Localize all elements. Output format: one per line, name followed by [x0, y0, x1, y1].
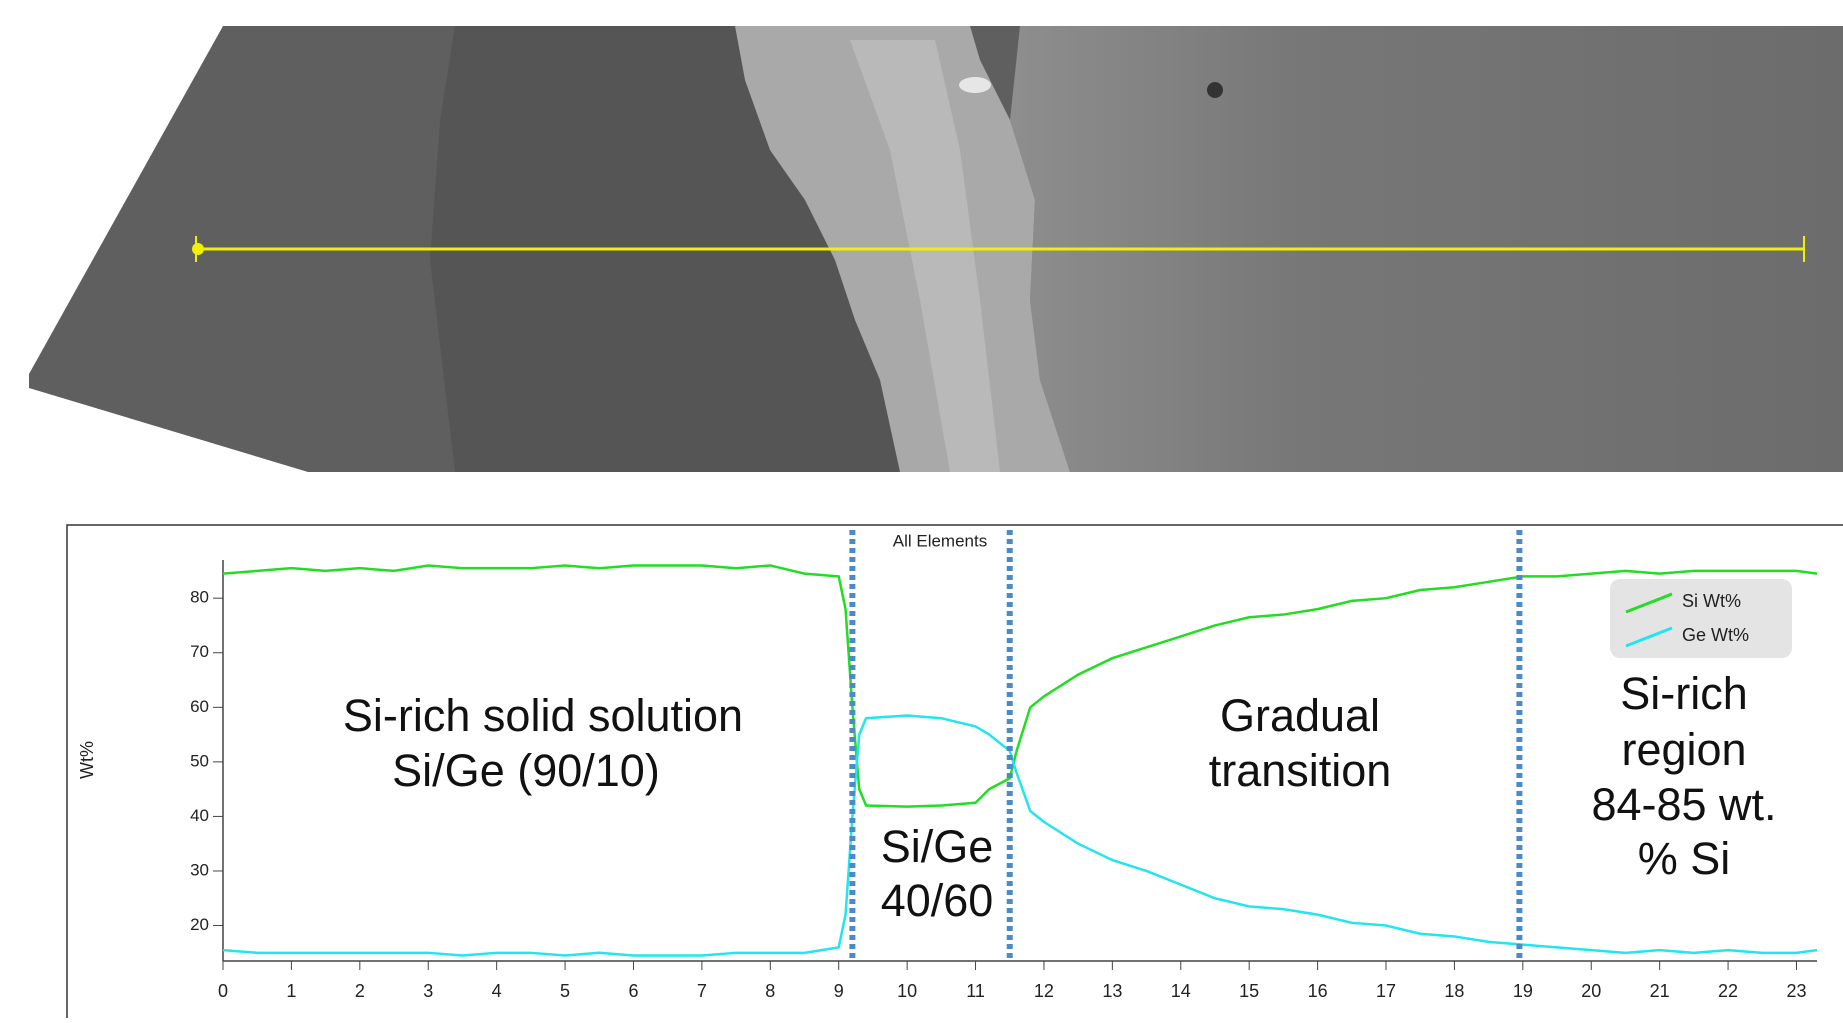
y-tick-label: 70	[190, 642, 209, 661]
annotation: region	[1621, 724, 1746, 775]
annotation: 40/60	[881, 875, 994, 926]
legend-label: Si Wt%	[1682, 591, 1741, 611]
x-tick-label: 20	[1581, 981, 1601, 1001]
annotation: Si/Ge (90/10)	[392, 745, 660, 796]
annotation: transition	[1209, 745, 1392, 796]
y-tick-label: 40	[190, 806, 209, 825]
chart-frame	[67, 525, 1843, 1018]
annotation: Si/Ge	[881, 821, 994, 872]
x-tick-label: 1	[286, 981, 296, 1001]
x-tick-label: 15	[1239, 981, 1259, 1001]
x-tick-label: 10	[897, 981, 917, 1001]
x-tick-label: 11	[966, 981, 985, 1001]
x-tick-label: 14	[1171, 981, 1191, 1001]
y-tick-label: 80	[190, 588, 209, 607]
x-tick-label: 21	[1650, 981, 1670, 1001]
annotation: Si-rich	[1620, 668, 1748, 719]
x-tick-label: 23	[1786, 981, 1806, 1001]
legend-label: Ge Wt%	[1682, 625, 1749, 645]
x-tick-label: 13	[1102, 981, 1122, 1001]
x-tick-label: 4	[492, 981, 502, 1001]
x-tick-label: 22	[1718, 981, 1738, 1001]
x-tick-label: 3	[423, 981, 433, 1001]
x-tick-label: 19	[1513, 981, 1533, 1001]
x-tick-label: 18	[1444, 981, 1464, 1001]
x-tick-label: 12	[1034, 981, 1054, 1001]
x-tick-label: 5	[560, 981, 570, 1001]
x-tick-label: 17	[1376, 981, 1396, 1001]
annotation: % Si	[1638, 833, 1731, 884]
annotation: Gradual	[1220, 690, 1380, 741]
x-tick-label: 7	[697, 981, 707, 1001]
x-tick-label: 16	[1308, 981, 1328, 1001]
chart: All Elements Wt% Si-rich solid solution …	[0, 0, 1843, 1018]
x-tick-label: 0	[218, 981, 228, 1001]
chart-title: All Elements	[893, 531, 987, 550]
x-tick-label: 9	[834, 981, 844, 1001]
page: All Elements Wt% Si-rich solid solution …	[0, 0, 1843, 1018]
y-tick-label: 30	[190, 860, 209, 879]
y-tick-label: 20	[190, 915, 209, 934]
x-tick-label: 2	[355, 981, 365, 1001]
annotation: Si-rich solid solution	[343, 690, 743, 741]
x-tick-label: 6	[628, 981, 638, 1001]
sem-image	[29, 26, 1843, 472]
y-axis-label: Wt%	[77, 741, 97, 779]
annotation: 84-85 wt.	[1591, 779, 1776, 830]
y-tick-label: 60	[190, 697, 209, 716]
x-tick-label: 8	[765, 981, 775, 1001]
y-tick-label: 50	[190, 751, 209, 770]
